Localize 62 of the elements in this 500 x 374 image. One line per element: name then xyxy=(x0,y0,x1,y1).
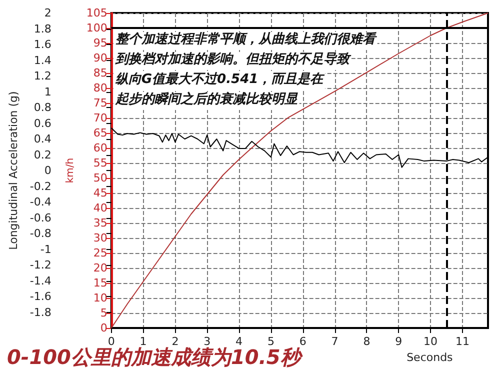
annotation: 起步的瞬间之后的衰减比较明显 xyxy=(114,91,298,107)
x-tick-label: 4 xyxy=(236,335,243,348)
y-tick-label: -1.8 xyxy=(30,306,52,319)
x-tick-label: 9 xyxy=(395,335,402,348)
y2-tick-label: 30 xyxy=(93,232,108,244)
y-tick-label: 0.2 xyxy=(34,148,52,162)
annotation: 整个加速过程非常平顺，从曲线上我们很难看 xyxy=(115,31,378,47)
y2-tick-label: 5 xyxy=(100,306,108,320)
y-tick-label: -0.6 xyxy=(30,211,52,224)
x-tick-label: 10 xyxy=(424,335,438,348)
x-tick-label: 3 xyxy=(204,335,211,348)
y2-tick-label: 65 xyxy=(93,126,108,140)
annotation: 到换档对加速的影响。但扭矩的不足导致 xyxy=(114,52,352,67)
y-tick-label: -1 xyxy=(40,242,52,256)
y2-tick-label: 70 xyxy=(93,112,108,124)
y-tick-label: 1.8 xyxy=(34,22,52,36)
y2-tick-label: 35 xyxy=(93,216,108,230)
y2-tick-label: 80 xyxy=(93,82,108,94)
y-axis-title: Longitudinal Acceleration (g) xyxy=(7,91,20,250)
x-tick-label: 7 xyxy=(331,335,338,348)
y2-tick-label: 15 xyxy=(93,276,108,290)
x-tick-label: 2 xyxy=(172,335,179,348)
y-tick-label: 0.4 xyxy=(34,132,52,146)
y-tick-label: -1.4 xyxy=(30,274,52,288)
y-tick-label: 0.6 xyxy=(34,116,52,130)
y2-tick-label: 20 xyxy=(93,262,108,274)
x-tick-label: 6 xyxy=(299,335,306,348)
y2-tick-label: 85 xyxy=(93,66,108,80)
x-tick-label: 5 xyxy=(267,335,274,348)
y2-tick-label: 50 xyxy=(93,172,108,184)
y2-tick-label: 0 xyxy=(100,322,108,334)
y2-tick-label: 55 xyxy=(93,156,108,170)
y-tick-label: -0.2 xyxy=(30,180,52,193)
x-axis-title: Seconds xyxy=(406,350,454,364)
y-tick-label: 1 xyxy=(44,85,52,98)
y-tick-label: -0.8 xyxy=(30,227,52,240)
x-tick-label: 0 xyxy=(108,335,115,348)
y2-tick-label: 40 xyxy=(93,202,108,214)
x-tick-label: 8 xyxy=(363,335,370,348)
y2-axis-title: km/h xyxy=(64,158,76,184)
y2-tick-label: 100 xyxy=(86,22,108,34)
y2-tick-label: 10 xyxy=(93,292,108,304)
y-tick-label: 1.4 xyxy=(34,54,52,67)
y-tick-label: 1.6 xyxy=(34,38,52,51)
y2-tick-label: 105 xyxy=(86,6,108,20)
y-tick-label: -1.2 xyxy=(30,258,52,272)
y2-tick-label: 95 xyxy=(93,36,108,50)
y2-tick-label: 45 xyxy=(93,186,108,200)
y-tick-label: 1.2 xyxy=(34,70,52,82)
x-tick-label: 1 xyxy=(140,335,147,348)
y2-tick-label: 25 xyxy=(93,246,108,260)
y-tick-label: 0.8 xyxy=(34,101,52,114)
text: 0-100公里的加速成绩为10.5秒 xyxy=(7,345,304,369)
y2-tick-label: 75 xyxy=(93,96,108,110)
y2-tick-label: 90 xyxy=(93,52,108,64)
annotation: 纵向G值最大不过0.541，而且是在 xyxy=(114,72,326,87)
y-tick-label: -0.4 xyxy=(30,196,52,208)
y2-tick-label: 60 xyxy=(93,142,108,154)
y-tick-label: 0 xyxy=(44,164,52,177)
x-tick-label: 11 xyxy=(455,335,470,348)
y-tick-label: 2 xyxy=(44,6,52,20)
y-tick-label: -1.6 xyxy=(30,290,52,303)
